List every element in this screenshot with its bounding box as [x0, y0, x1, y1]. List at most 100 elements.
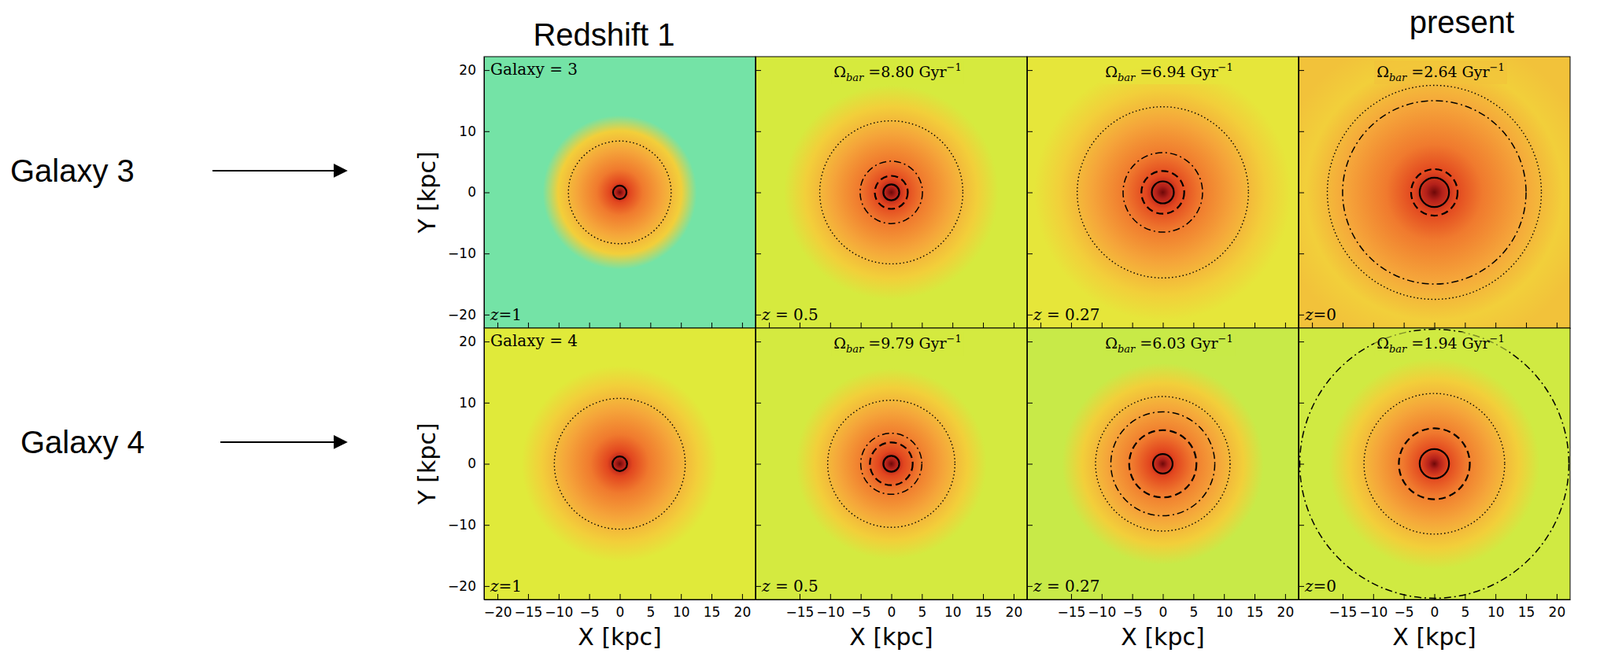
x-tick: −10 [816, 594, 845, 621]
x-tick-mark [1342, 322, 1344, 329]
x-tick-mark [1556, 594, 1558, 600]
x-tick: 0 [887, 594, 897, 621]
annotation-unit: Gyr [1457, 62, 1491, 81]
radius-circle [1152, 454, 1173, 474]
x-tick-mark [1434, 322, 1436, 329]
radius-circle [1152, 181, 1175, 204]
x-tick-label: −15 [1057, 604, 1087, 621]
x-tick-mark [1526, 322, 1527, 329]
x-tick-label: −10 [1087, 604, 1116, 621]
panel: Ωbar =2.64 Gyr−1z=0 [1298, 56, 1571, 329]
annotation-group: Ωbar =1.94 Gyr−1 [1374, 332, 1508, 356]
x-tick [1342, 322, 1344, 329]
panel: −15−10−505101520Ωbar =1.94 Gyr−1z=0X [kp… [1298, 328, 1571, 651]
x-tick: 5 [1189, 594, 1198, 621]
y-tick-mark [755, 524, 762, 526]
x-tick: −5 [851, 594, 872, 621]
x-tick-mark [558, 322, 560, 329]
x-tick-mark [1373, 594, 1375, 600]
x-axis-line [756, 599, 1028, 601]
radius-circle [1419, 449, 1449, 479]
y-tick-label: −10 [447, 517, 477, 533]
annotation-group: Ωbar =8.80 Gyr−1 [831, 60, 965, 85]
y-tick-mark [484, 131, 490, 133]
density-map [1027, 56, 1299, 329]
x-tick-mark [1285, 594, 1286, 600]
x-axis: −15−10−505101520 [756, 594, 1028, 621]
x-tick [680, 322, 682, 329]
x-tick-mark [830, 322, 832, 329]
label-patch [831, 60, 965, 85]
x-tick: 10 [1215, 594, 1234, 621]
frame [755, 56, 1028, 329]
radius-circle [1129, 430, 1197, 498]
redshift-symbol: z [1032, 305, 1043, 325]
x-axis-title: X [kpc] [1120, 623, 1205, 651]
redshift-symbol: z [1304, 305, 1314, 325]
x-tick-mark [528, 594, 529, 600]
x-tick-mark [891, 322, 893, 329]
row-label: Galaxy 3 [10, 153, 135, 189]
radius-circle [1141, 170, 1184, 214]
x-tick [860, 322, 862, 329]
x-tick-mark [680, 594, 682, 600]
annotation-unit: Gyr [1186, 62, 1220, 81]
x-tick-mark [589, 594, 591, 600]
annotation-subscript: bar [1117, 71, 1136, 84]
annotation: Ωbar =8.80 Gyr−1 [833, 61, 962, 84]
plot-area [1027, 56, 1299, 329]
x-tick-label: 10 [1215, 604, 1234, 621]
redshift-label: z = 0.5 [761, 576, 819, 596]
x-tick-label: 15 [1518, 604, 1536, 621]
x-tick-label: 10 [1487, 604, 1505, 621]
y-tick-mark [1027, 586, 1033, 588]
x-tick [1404, 322, 1405, 329]
x-tick [1193, 322, 1194, 329]
y-tick: 0 [467, 455, 490, 472]
radius-circle [1419, 177, 1449, 207]
y-tick [1027, 524, 1033, 526]
annotation-value: 6.03 [1152, 334, 1186, 352]
row-arrow [212, 169, 347, 172]
y-axis [755, 328, 762, 601]
x-tick-mark [1013, 322, 1015, 329]
annotation-superscript: −1 [946, 61, 962, 74]
y-tick [1027, 314, 1033, 316]
redshift-label: z=0 [1304, 576, 1337, 596]
density-map [1298, 328, 1571, 600]
redshift-label: z = 0.5 [761, 305, 819, 325]
radius-circle [875, 176, 909, 210]
label-patch [1374, 60, 1508, 85]
x-tick-label: 15 [975, 604, 993, 621]
y-tick-mark [755, 131, 762, 133]
x-tick [1285, 322, 1286, 329]
annotation-symbol: Ω [1376, 62, 1390, 81]
redshift-label: z=0 [1304, 305, 1337, 325]
x-tick-mark [1163, 594, 1164, 600]
y-tick [755, 131, 762, 133]
plot-area [484, 56, 756, 329]
x-tick-label: −5 [1394, 604, 1415, 621]
x-tick [742, 322, 743, 329]
x-tick: −15 [1057, 594, 1087, 621]
x-tick-mark [1193, 594, 1194, 600]
density-map [755, 56, 1028, 329]
x-tick: 0 [1430, 594, 1440, 621]
redshift-label: z=1 [489, 305, 522, 325]
x-tick-label: −5 [851, 604, 872, 621]
y-tick [1298, 402, 1305, 404]
y-axis [1027, 328, 1033, 601]
frame [1027, 56, 1299, 329]
radius-circle [612, 456, 628, 472]
x-tick: −10 [1087, 594, 1116, 621]
y-axis: −20−1001020 [447, 57, 490, 329]
annotation-symbol: Ω [833, 62, 847, 81]
y-tick-mark [484, 192, 490, 194]
x-tick-mark [952, 594, 954, 600]
x-tick: 15 [1246, 594, 1264, 621]
annotation: Ωbar =6.03 Gyr−1 [1104, 332, 1234, 355]
radius-circle [883, 184, 899, 200]
x-tick [650, 322, 651, 329]
x-tick: −15 [514, 594, 544, 621]
annotation: Ωbar =9.79 Gyr−1 [833, 332, 962, 355]
